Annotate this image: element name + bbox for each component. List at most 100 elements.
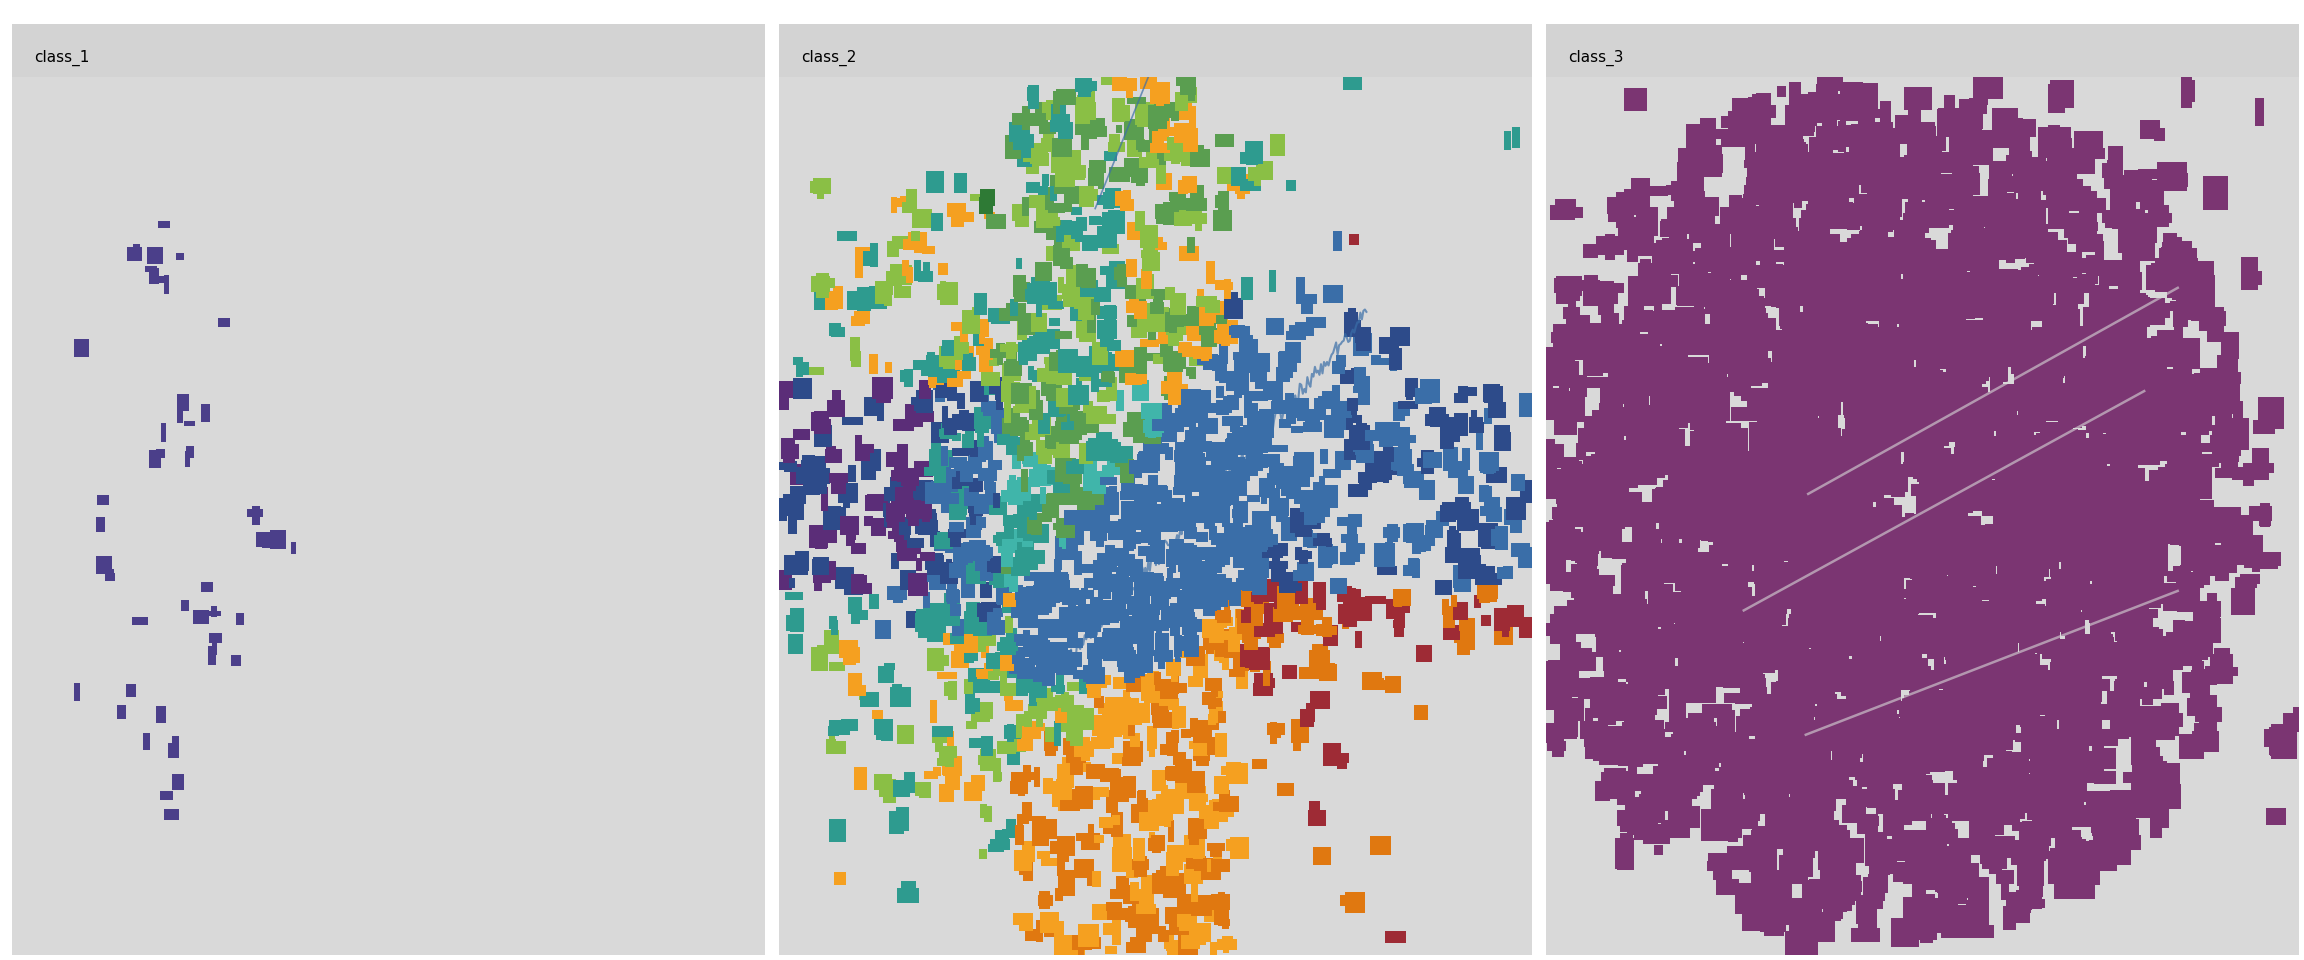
Bar xyxy=(1746,571,1758,582)
Bar xyxy=(1583,456,1604,481)
Bar xyxy=(1915,152,1933,179)
Bar xyxy=(1403,464,1415,482)
Bar xyxy=(1023,531,1032,546)
Bar xyxy=(2292,707,2302,732)
Bar xyxy=(1820,98,1832,122)
Bar xyxy=(1901,836,1922,857)
Bar xyxy=(1138,285,1145,301)
Bar xyxy=(2120,593,2131,606)
Bar xyxy=(1539,623,1569,636)
Bar xyxy=(2007,449,2032,462)
Bar xyxy=(1774,606,1786,625)
Bar xyxy=(1009,732,1021,750)
Bar xyxy=(2034,668,2046,703)
Bar xyxy=(1928,282,1942,292)
Bar xyxy=(1643,445,1654,480)
Bar xyxy=(1781,280,1799,308)
Bar xyxy=(1869,154,1882,177)
Bar xyxy=(2214,648,2230,683)
Bar xyxy=(2023,671,2037,687)
Bar xyxy=(1714,341,1742,360)
Bar xyxy=(1822,110,1834,130)
Bar xyxy=(1825,584,1855,607)
Bar xyxy=(1825,165,1855,198)
Bar xyxy=(945,754,954,767)
Bar xyxy=(1940,512,1956,533)
Bar xyxy=(1341,552,1355,564)
Bar xyxy=(1025,643,1044,657)
Bar xyxy=(2069,466,2097,490)
Bar xyxy=(1636,304,1643,323)
Bar xyxy=(1790,453,1806,474)
Bar xyxy=(1769,169,1781,196)
Bar xyxy=(802,481,816,492)
Bar xyxy=(1933,673,1949,689)
Bar xyxy=(1615,838,1634,869)
Bar xyxy=(816,526,827,549)
Bar xyxy=(2062,737,2087,751)
Bar xyxy=(1951,587,1968,614)
Bar xyxy=(1887,155,1898,173)
Bar xyxy=(839,640,857,658)
Bar xyxy=(788,634,802,654)
Bar xyxy=(194,610,210,624)
Bar xyxy=(1848,466,1871,496)
Bar xyxy=(1302,294,1318,304)
Bar xyxy=(1677,784,1700,797)
Bar xyxy=(1350,368,1357,383)
Bar xyxy=(251,506,260,525)
Bar xyxy=(1965,603,1979,633)
Bar xyxy=(1995,115,2014,126)
Bar xyxy=(2131,299,2161,312)
Bar xyxy=(1000,418,1018,441)
Bar xyxy=(1640,665,1650,692)
Bar xyxy=(1161,426,1177,443)
Bar xyxy=(1894,115,1919,142)
Bar xyxy=(984,805,991,822)
Bar xyxy=(1182,570,1191,590)
Bar xyxy=(1940,409,1951,421)
Bar xyxy=(1258,161,1274,180)
Bar xyxy=(1064,178,1069,203)
Bar xyxy=(1753,526,1772,557)
Bar xyxy=(1908,372,1928,406)
Bar xyxy=(1924,586,1940,612)
Bar xyxy=(1753,453,1781,488)
Bar xyxy=(1986,438,2016,447)
Bar xyxy=(1518,555,1528,566)
Bar xyxy=(1601,348,1617,372)
Bar xyxy=(901,371,910,382)
Bar xyxy=(1986,347,2000,370)
Bar xyxy=(970,194,982,201)
Bar xyxy=(1935,262,1949,296)
Bar xyxy=(2048,639,2064,657)
Bar xyxy=(1875,769,1889,797)
Bar xyxy=(1942,905,1968,938)
Bar xyxy=(1064,258,1069,269)
Bar xyxy=(2092,501,2120,526)
Bar xyxy=(982,624,995,646)
Bar xyxy=(1138,653,1150,666)
Bar xyxy=(2069,354,2081,372)
Bar xyxy=(899,888,919,902)
Bar xyxy=(1776,531,1806,540)
Bar xyxy=(2000,875,2009,900)
Bar xyxy=(1251,532,1267,551)
Bar xyxy=(1385,677,1401,693)
Bar xyxy=(975,552,988,563)
Bar xyxy=(1995,591,2016,623)
Bar xyxy=(1917,722,1945,744)
Bar xyxy=(2016,322,2030,330)
Bar xyxy=(1173,475,1182,495)
Bar xyxy=(1993,324,2016,350)
Bar xyxy=(1175,408,1196,427)
Bar xyxy=(1237,612,1251,635)
Bar xyxy=(1067,749,1085,763)
Bar xyxy=(1850,539,1864,553)
Bar xyxy=(2032,327,2051,340)
Bar xyxy=(1170,659,1177,683)
Bar xyxy=(2009,478,2018,512)
Bar xyxy=(1306,409,1320,427)
Bar xyxy=(1827,560,1855,593)
Bar xyxy=(1673,790,1691,810)
